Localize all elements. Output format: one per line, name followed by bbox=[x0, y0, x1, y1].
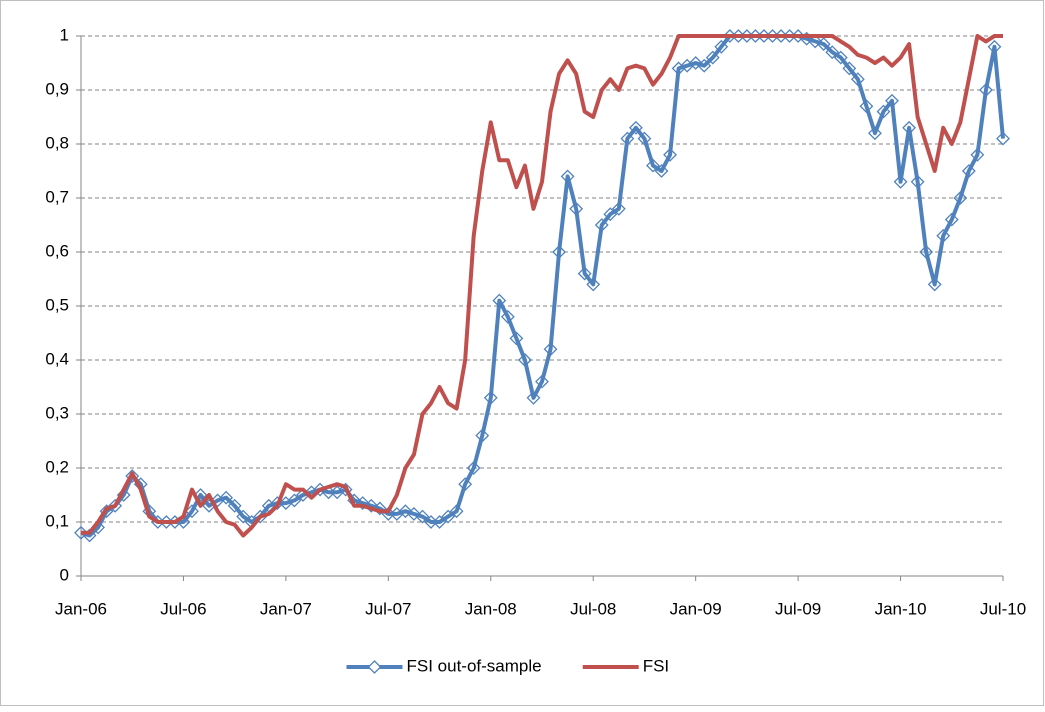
y-tick-label: 0,1 bbox=[45, 511, 69, 530]
data-marker bbox=[953, 191, 968, 205]
y-tick-label: 0,8 bbox=[45, 133, 69, 152]
data-marker bbox=[569, 201, 584, 216]
x-tick-label: Jul-08 bbox=[570, 599, 616, 618]
data-marker bbox=[603, 207, 618, 222]
y-tick-label: 0,2 bbox=[45, 457, 69, 476]
data-marker bbox=[842, 61, 857, 76]
data-marker bbox=[236, 509, 251, 524]
data-marker bbox=[227, 498, 242, 513]
data-marker bbox=[432, 515, 447, 529]
data-marker bbox=[108, 498, 123, 513]
data-marker bbox=[185, 504, 199, 519]
data-marker bbox=[961, 164, 976, 178]
data-marker bbox=[475, 428, 490, 443]
data-marker bbox=[850, 72, 865, 87]
x-tick-label: Jul-07 bbox=[365, 599, 411, 618]
data-marker bbox=[543, 342, 558, 357]
legend-label: FSI bbox=[643, 656, 669, 675]
data-marker bbox=[902, 120, 917, 135]
y-tick-label: 0,7 bbox=[45, 187, 69, 206]
data-marker bbox=[398, 504, 413, 519]
y-tick-label: 0,4 bbox=[45, 349, 69, 368]
data-marker bbox=[979, 83, 993, 97]
data-marker bbox=[577, 266, 592, 281]
data-marker bbox=[586, 277, 601, 292]
data-marker bbox=[492, 293, 507, 308]
data-marker bbox=[364, 498, 379, 513]
data-marker bbox=[646, 158, 660, 173]
data-marker bbox=[637, 131, 652, 146]
data-marker bbox=[808, 34, 823, 49]
data-marker bbox=[697, 58, 712, 73]
y-tick-label: 0,9 bbox=[45, 79, 69, 98]
data-marker bbox=[483, 390, 498, 405]
data-marker bbox=[372, 501, 387, 516]
x-tick-label: Jan-07 bbox=[260, 599, 312, 618]
data-marker bbox=[458, 477, 473, 492]
data-marker bbox=[868, 126, 882, 141]
data-marker bbox=[833, 50, 848, 65]
series-line bbox=[80, 34, 1005, 538]
legend-marker bbox=[367, 660, 382, 674]
data-marker bbox=[910, 174, 925, 189]
data-marker bbox=[441, 509, 456, 524]
data-marker bbox=[219, 490, 234, 505]
data-marker bbox=[825, 45, 840, 60]
data-marker bbox=[466, 461, 481, 475]
y-tick-label: 0 bbox=[60, 565, 69, 584]
y-tick-label: 1 bbox=[60, 25, 69, 44]
data-marker bbox=[885, 93, 899, 108]
data-marker bbox=[628, 120, 643, 135]
data-marker bbox=[663, 147, 677, 162]
data-marker bbox=[927, 277, 942, 292]
data-marker bbox=[987, 39, 1002, 54]
data-marker bbox=[816, 37, 831, 52]
data-marker bbox=[970, 147, 985, 162]
x-tick-label: Jan-09 bbox=[670, 599, 722, 618]
data-marker bbox=[996, 131, 1010, 146]
data-marker bbox=[560, 169, 575, 184]
x-tick-label: Jul-10 bbox=[980, 599, 1026, 618]
data-marker bbox=[714, 39, 729, 54]
series-line bbox=[81, 34, 1003, 538]
data-marker bbox=[193, 488, 208, 502]
data-marker bbox=[449, 504, 464, 519]
data-marker bbox=[415, 509, 430, 524]
legend-label: FSI out-of-sample bbox=[407, 656, 542, 675]
data-marker bbox=[407, 506, 421, 521]
data-marker bbox=[705, 50, 720, 65]
x-tick-label: Jan-08 bbox=[465, 599, 517, 618]
data-marker bbox=[535, 374, 549, 389]
y-tick-label: 0,5 bbox=[45, 295, 69, 314]
data-marker bbox=[287, 493, 302, 508]
data-marker bbox=[552, 245, 566, 259]
y-tick-label: 0,6 bbox=[45, 241, 69, 260]
data-marker bbox=[876, 104, 891, 119]
data-marker bbox=[611, 201, 626, 216]
x-tick-label: Jul-09 bbox=[775, 599, 821, 618]
data-marker bbox=[936, 228, 951, 243]
data-marker bbox=[355, 496, 370, 511]
data-marker bbox=[688, 56, 703, 70]
y-tick-label: 0,3 bbox=[45, 403, 69, 422]
x-tick-label: Jul-06 bbox=[160, 599, 206, 618]
x-tick-label: Jan-06 bbox=[55, 599, 107, 618]
data-marker bbox=[500, 309, 515, 324]
data-marker bbox=[594, 218, 609, 232]
data-marker bbox=[518, 353, 532, 367]
data-marker bbox=[944, 212, 959, 227]
data-marker bbox=[893, 174, 908, 189]
data-marker bbox=[125, 469, 140, 484]
x-tick-label: Jan-10 bbox=[875, 599, 927, 618]
data-marker bbox=[620, 131, 635, 146]
data-marker bbox=[919, 245, 934, 259]
data-marker bbox=[509, 331, 524, 346]
data-marker bbox=[859, 99, 874, 114]
data-marker bbox=[526, 390, 541, 405]
data-marker bbox=[654, 164, 669, 178]
